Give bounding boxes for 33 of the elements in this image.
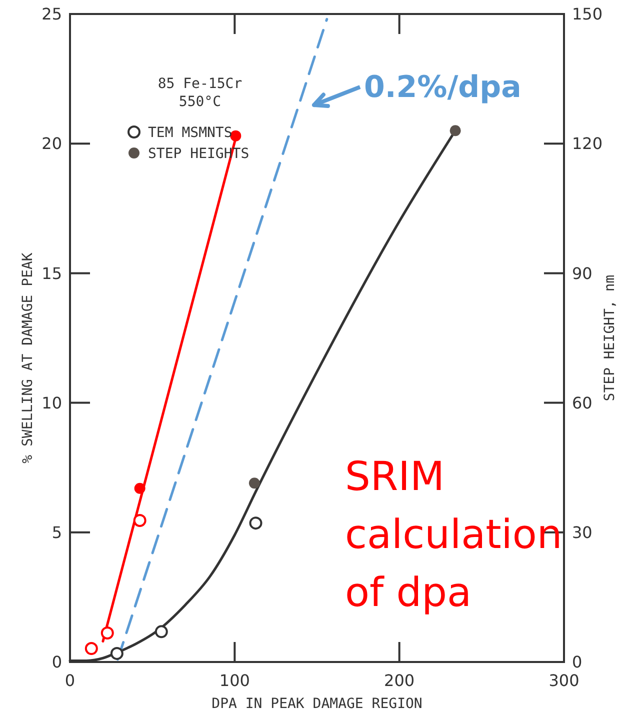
point	[450, 125, 461, 136]
y2-tick-label: 120	[572, 134, 603, 154]
y2-tick-label: 30	[572, 523, 592, 542]
point	[230, 130, 242, 142]
y2-axis-title: STEP HEIGHT, nm	[602, 274, 618, 402]
y-tick-label: 0	[52, 652, 62, 672]
point	[84, 642, 98, 656]
point	[248, 478, 260, 489]
point	[100, 626, 114, 640]
y-tick-label: 5	[52, 523, 62, 542]
point	[249, 516, 262, 530]
x-axis-title: DPA IN PEAK DAMAGE REGION	[212, 696, 422, 712]
annotation: SRIM calculation of dpa	[345, 454, 562, 616]
y-tick-label: 20	[42, 134, 62, 154]
x-tick-label: 200	[384, 671, 415, 690]
point	[134, 482, 146, 494]
y2-tick-label: 90	[572, 264, 592, 283]
y-tick-label: 15	[42, 264, 62, 283]
x-tick-label: 300	[548, 671, 580, 690]
y-tick-label: 25	[42, 4, 62, 24]
x-tick-label: 100	[219, 671, 250, 690]
y-axis-title: % SWELLING AT DAMAGE PEAK	[20, 252, 36, 464]
annotation: 0.2%/dpa	[364, 70, 522, 105]
y2-tick-label: 60	[572, 393, 592, 412]
point	[133, 514, 146, 527]
y2-tick-label: 0	[572, 652, 582, 672]
y-tick-label: 10	[42, 393, 62, 412]
legend-title: 85 Fe-15Cr 550°C	[158, 76, 242, 110]
y2-tick-label: 150	[572, 4, 603, 24]
point	[110, 646, 124, 660]
point	[154, 625, 168, 638]
x-tick-label: 0	[64, 671, 76, 690]
legend-label: TEM MSMNTS	[148, 124, 232, 141]
